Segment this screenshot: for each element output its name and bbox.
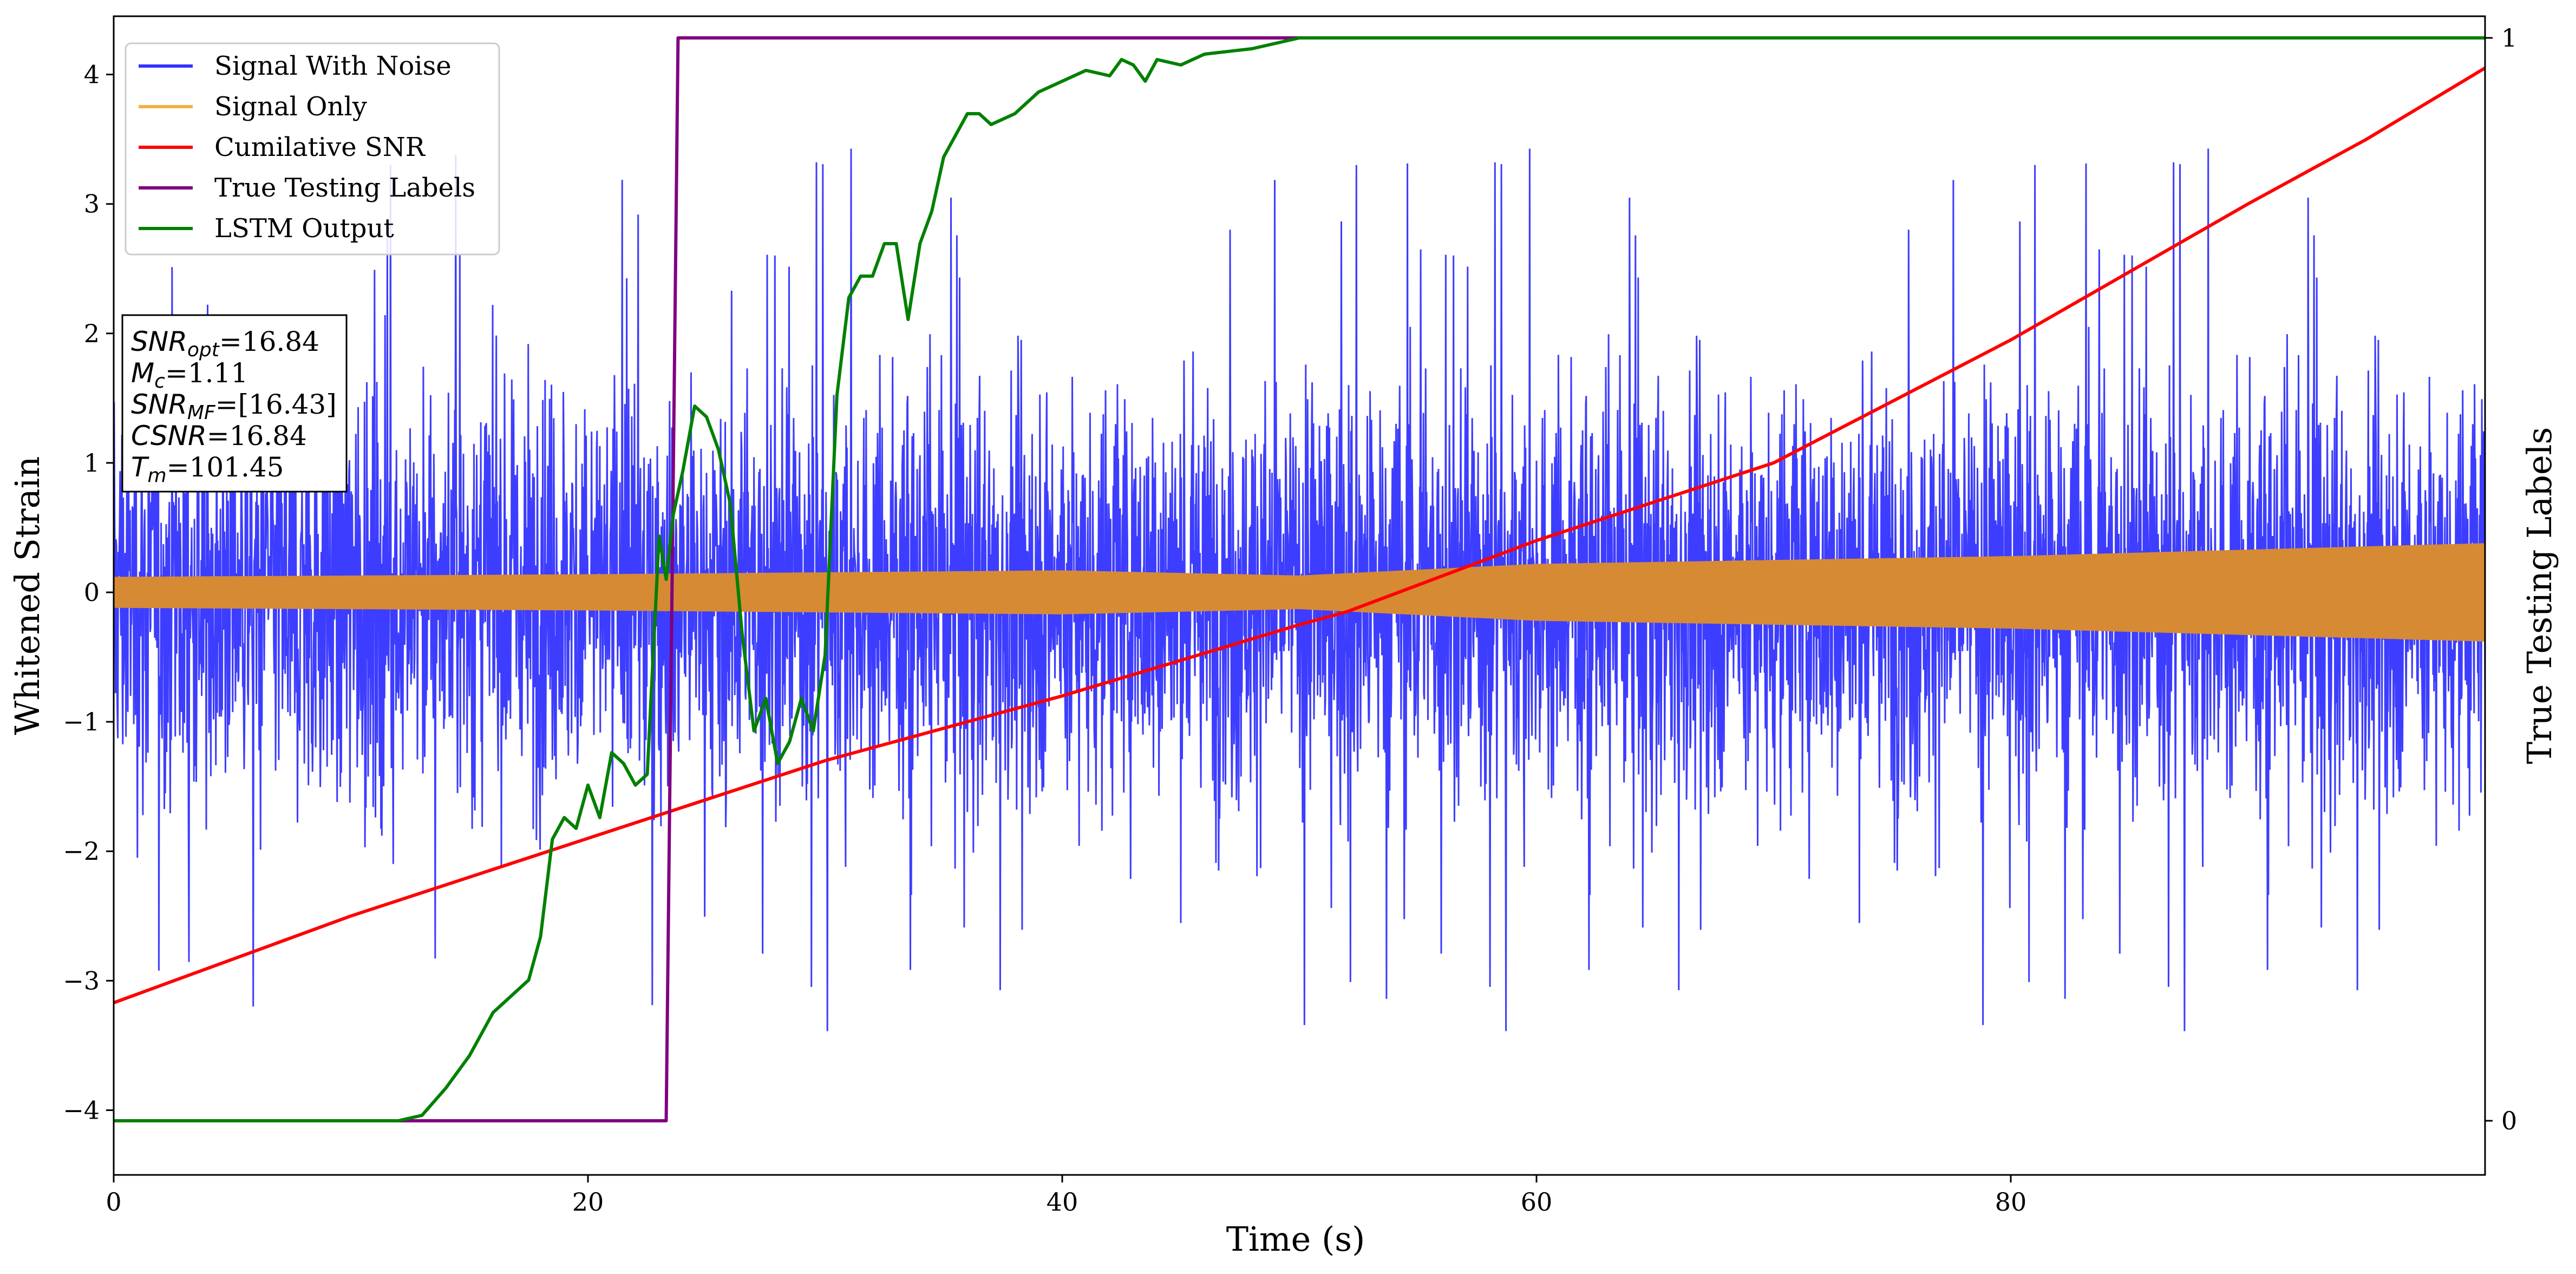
- signal-only-series: [114, 543, 2485, 642]
- y-tick-label: 0: [84, 578, 100, 607]
- y-tick-label: −4: [63, 1095, 100, 1125]
- y-tick-label: 2: [84, 319, 100, 348]
- x-tick-label: 0: [106, 1187, 121, 1217]
- info-line: Mc=1.11: [131, 357, 248, 393]
- plot-frame: [113, 15, 2486, 1176]
- info-line: SNRMF=[16.43]: [131, 389, 337, 424]
- line-series-group: [114, 36, 2485, 1122]
- x-axis-label: Time (s): [1226, 1219, 1365, 1259]
- legend-label: Signal Only: [214, 92, 367, 122]
- lstm-output-line: [114, 36, 2485, 1122]
- legend-label: LSTM Output: [214, 213, 394, 244]
- legend-box: [125, 42, 500, 256]
- legend-label: True Testing Labels: [214, 173, 475, 203]
- y-tick-label: −3: [63, 966, 100, 995]
- y2-tick-label: 1: [2501, 23, 2517, 53]
- y2-tick-label: 0: [2501, 1106, 2517, 1135]
- info-line: CSNR=16.84: [131, 420, 307, 452]
- plot-area: [114, 36, 2485, 1122]
- legend-items: Signal With Noise Signal Only Cumilative S…: [139, 51, 475, 244]
- info-line: SNRopt=16.84: [131, 326, 319, 361]
- signal-with-noise-line: [114, 148, 2485, 1031]
- cumilative-snr-line: [114, 67, 2485, 1004]
- y-axis-left: −4 −3 −2 −1 0 1 2 3 4: [63, 60, 114, 1125]
- y-tick-label: −1: [63, 707, 100, 736]
- y-axis-label: Whitened Strain: [8, 456, 47, 735]
- x-axis: 0 20 40 60 80: [106, 1175, 2026, 1217]
- signal-with-noise-series: [114, 148, 2485, 1031]
- legend: Signal With Noise Signal Only Cumilative S…: [125, 42, 500, 256]
- x-tick-label: 40: [1047, 1187, 1078, 1217]
- info-line: Tm=101.45: [131, 452, 284, 487]
- info-lines: SNRopt=16.84Mc=1.11SNRMF=[16.43]CSNR=16.…: [131, 326, 337, 487]
- info-box-frame: [121, 314, 348, 493]
- x-tick-label: 20: [572, 1187, 604, 1217]
- legend-label: Signal With Noise: [214, 51, 452, 81]
- y2-axis-label: True Testing Labels: [2520, 427, 2559, 765]
- y-tick-label: 3: [84, 190, 100, 219]
- y-tick-label: 1: [84, 448, 100, 478]
- x-tick-label: 80: [1995, 1187, 2027, 1217]
- info-box: SNRopt=16.84Mc=1.11SNRMF=[16.43]CSNR=16.…: [121, 314, 348, 493]
- legend-label: Cumilative SNR: [214, 132, 426, 162]
- y-tick-label: 4: [84, 60, 100, 89]
- signal-only-envelope: [114, 543, 2485, 642]
- y-tick-label: −2: [63, 837, 100, 866]
- x-tick-label: 60: [1521, 1187, 1553, 1217]
- y-axis-right: 01: [2485, 23, 2517, 1135]
